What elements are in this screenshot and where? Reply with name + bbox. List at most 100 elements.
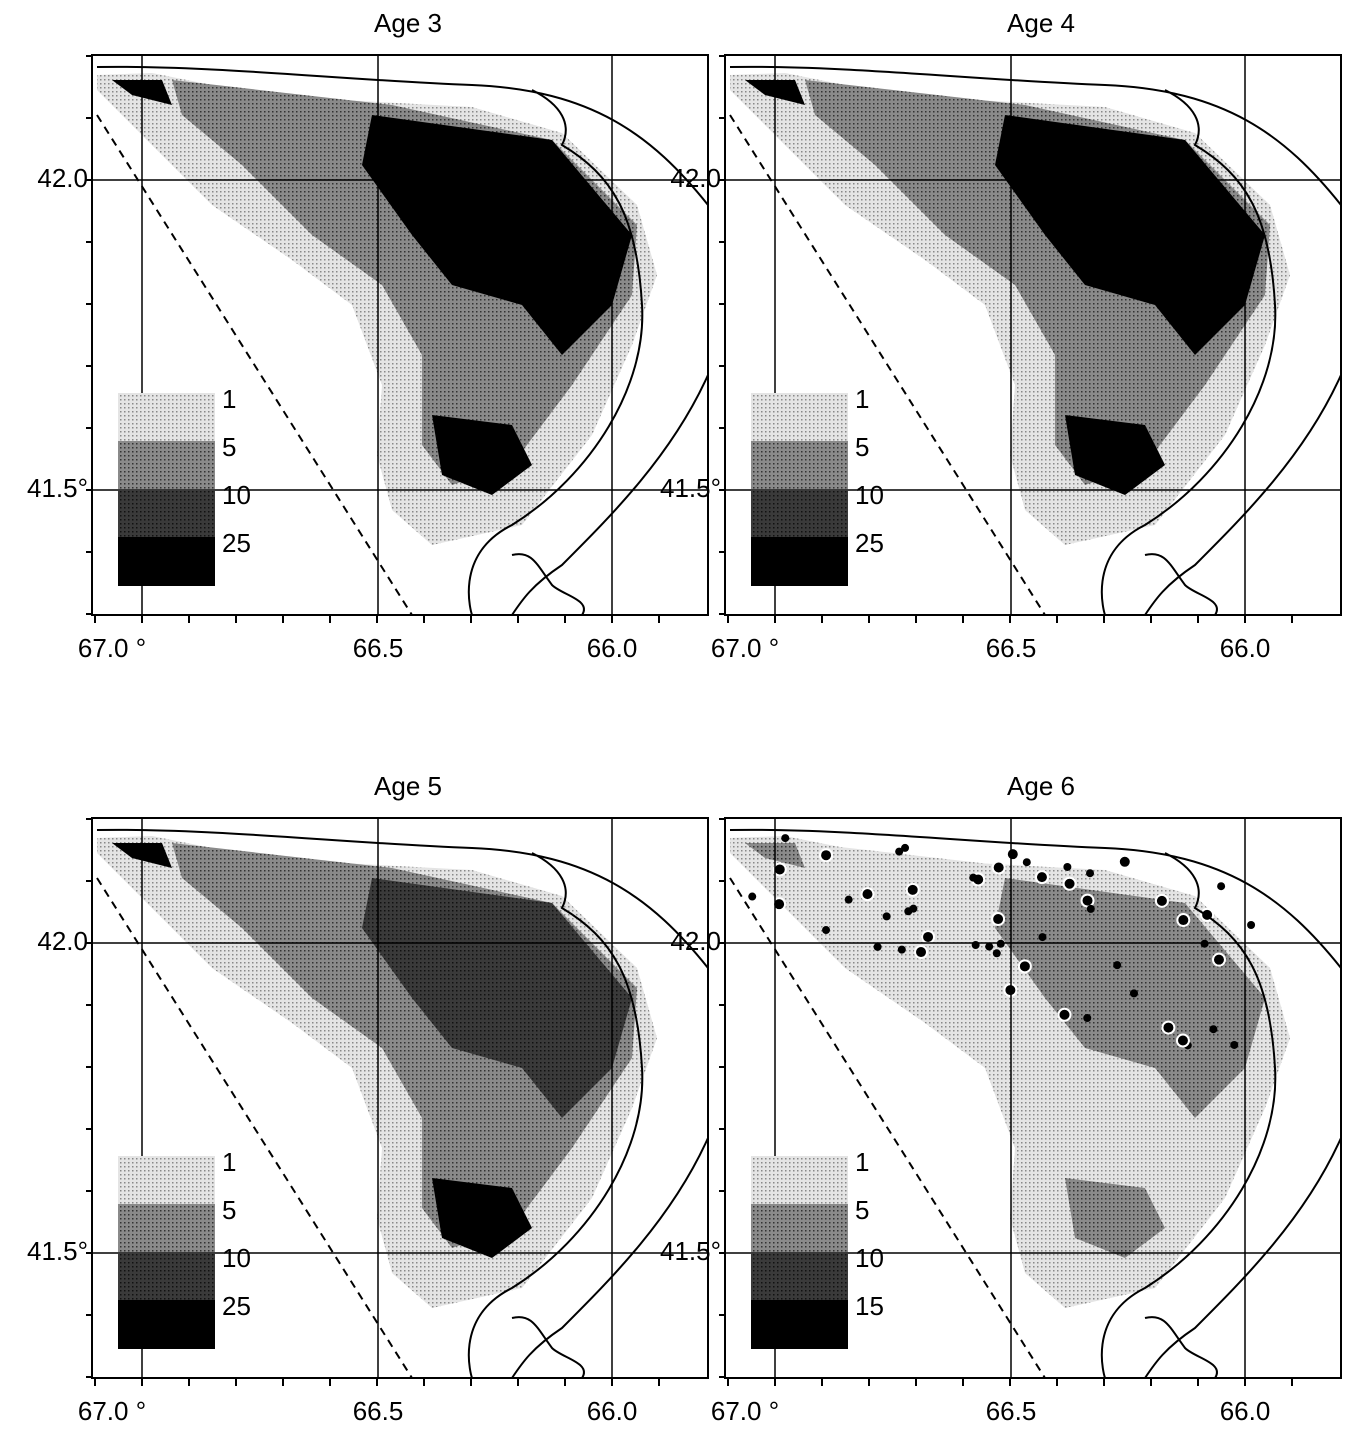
station-dot [861,888,873,900]
station-dot [1130,989,1138,997]
legend-swatch [751,1156,848,1205]
legend-swatch [751,1204,848,1253]
legend-label: 5 [855,432,869,462]
legend-swatch [751,441,848,490]
y-tick-label: 42.0 [37,163,88,193]
legend-swatch [751,489,848,538]
legend-swatch [118,441,215,490]
station-dot [907,884,919,896]
figure: 151025Age 367.0 °66.566.042.041.5°151025… [0,0,1353,1432]
x-tick-label: 67.0 ° [711,1396,779,1426]
station-dot [1036,871,1048,883]
station-dot [1119,856,1131,868]
station-dot [1038,933,1046,941]
x-tick-label: 66.5 [986,1396,1037,1426]
station-dot [1209,1025,1217,1033]
station-dot [1247,921,1255,929]
station-dot [901,844,909,852]
legend-swatch [751,537,848,586]
station-dot [1082,895,1094,907]
station-dot [1023,858,1031,866]
y-tick-label: 41.5° [27,473,88,503]
contour [512,554,584,615]
panel-title: Age 6 [1007,771,1075,801]
station-dot [1217,882,1225,890]
x-tick-label: 67.0 ° [711,633,779,663]
legend-label: 1 [855,384,869,414]
legend-label: 5 [855,1195,869,1225]
station-dot [1156,895,1168,907]
legend-label: 1 [222,1147,236,1177]
station-dot [781,834,789,842]
legend-swatch [118,489,215,538]
station-dot [845,896,853,904]
legend-swatch [118,537,215,586]
station-dot [1063,863,1071,871]
y-tick-label: 41.5° [660,1236,721,1266]
map-panel: 1 5 10 25 [86,818,708,1386]
x-tick-label: 66.0 [587,633,638,663]
legend-label: 25 [222,528,251,558]
legend-swatch [118,1300,215,1349]
y-tick-label: 41.5° [27,1236,88,1266]
station-dot [1083,1014,1091,1022]
station-dot [969,874,977,882]
x-tick-label: 66.5 [986,633,1037,663]
legend-label: 5 [222,1195,236,1225]
legend-label: 10 [855,1243,884,1273]
legend-label: 1 [855,1147,869,1177]
station-dot [1177,1035,1189,1047]
x-tick-label: 67.0 ° [78,1396,146,1426]
x-tick-label: 66.0 [1220,633,1271,663]
station-dot [992,913,1004,925]
legend-swatch [118,393,215,442]
station-dot [874,943,882,951]
legend-swatch [118,1156,215,1205]
legend-label: 10 [855,480,884,510]
station-dot [915,946,927,958]
panel-title: Age 4 [1007,8,1075,38]
station-dot [922,931,934,943]
station-dot [820,849,832,861]
station-dot [1113,961,1121,969]
station-dot [1086,869,1094,877]
y-tick-label: 42.0 [670,926,721,956]
legend-swatch [118,1252,215,1301]
station-dot [1007,848,1019,860]
station-dot [997,940,1005,948]
station-dot [883,912,891,920]
panel-title: Age 5 [374,771,442,801]
contour [512,1317,584,1378]
station-dot [1162,1022,1174,1034]
x-tick-label: 66.5 [353,633,404,663]
station-dot [1058,1009,1070,1021]
legend-label: 25 [222,1291,251,1321]
contour [1145,554,1217,615]
station-dot [1064,878,1076,890]
legend-swatch [751,1300,848,1349]
station-dot [898,946,906,954]
station-dot [1230,1041,1238,1049]
x-tick-label: 66.5 [353,1396,404,1426]
x-tick-label: 67.0 ° [78,633,146,663]
legend-swatch [751,393,848,442]
x-tick-label: 66.0 [1220,1396,1271,1426]
y-tick-label: 42.0 [37,926,88,956]
legend-label: 25 [855,528,884,558]
legend-label: 10 [222,1243,251,1273]
legend-label: 5 [222,432,236,462]
legend-swatch [118,1204,215,1253]
map-panel: 1 5 10 25 [719,55,1341,623]
station-dot [822,926,830,934]
legend-label: 1 [222,384,236,414]
x-tick-label: 66.0 [587,1396,638,1426]
station-dot [993,861,1005,873]
legend-swatch [751,1252,848,1301]
station-dot [748,893,756,901]
map-panel: 1 5 10 25 [86,55,708,623]
contour [1145,1317,1217,1378]
station-dot [904,907,912,915]
station-dot [1019,960,1031,972]
legend-label: 10 [222,480,251,510]
